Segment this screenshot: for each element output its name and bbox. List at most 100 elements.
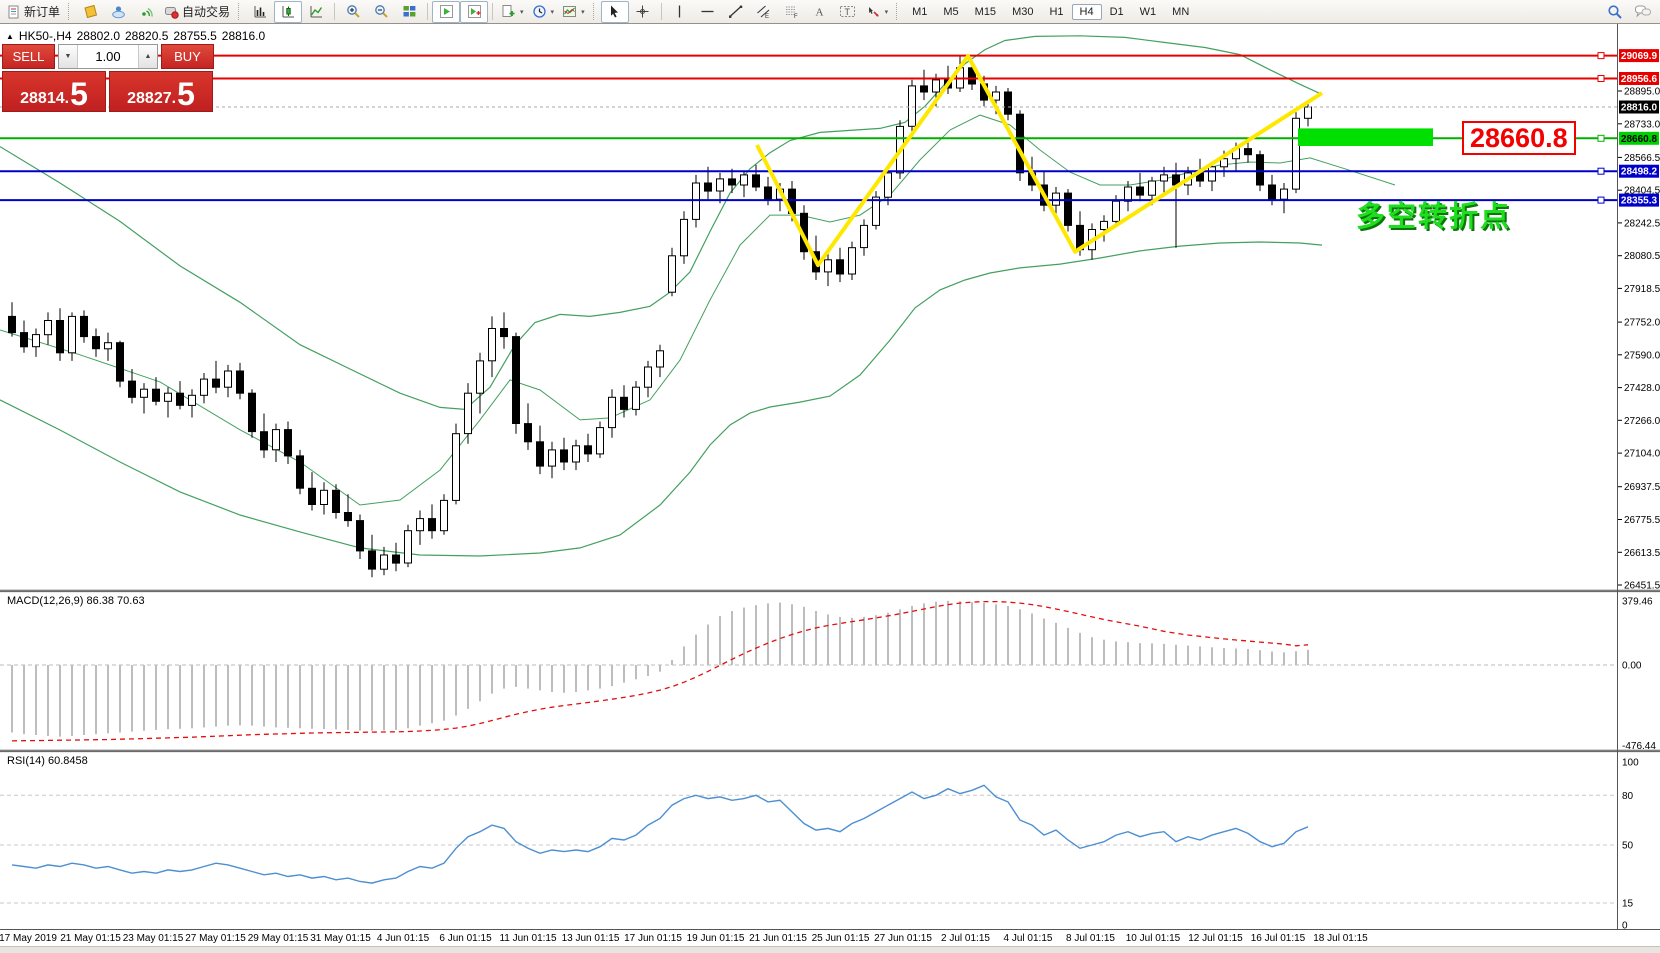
- history-center-button[interactable]: [76, 1, 104, 23]
- candle: [848, 247, 856, 275]
- sell-button[interactable]: SELL: [2, 44, 55, 69]
- indicators-button[interactable]: ▾: [558, 1, 589, 23]
- line-handle[interactable]: [1597, 196, 1605, 204]
- macd-bar: [587, 665, 589, 691]
- candle: [272, 429, 280, 451]
- chat-button[interactable]: [1629, 1, 1657, 23]
- timeframe-m1[interactable]: M1: [912, 5, 928, 18]
- time-axis[interactable]: 17 May 2019 21 May 01:15 23 May 01:15 27 Ma…: [0, 931, 1660, 946]
- timeframe-m30[interactable]: M30: [1012, 5, 1034, 18]
- candle: [728, 178, 736, 186]
- horizontal-line-icon: [700, 4, 715, 19]
- templates-button[interactable]: ▾: [497, 1, 528, 23]
- search-button[interactable]: [1601, 1, 1629, 23]
- price-callout-box[interactable]: 28660.8: [1462, 121, 1576, 155]
- line-handle[interactable]: [1597, 134, 1605, 142]
- macd-bar: [71, 665, 73, 736]
- cursor-button[interactable]: [600, 0, 629, 23]
- show-trade-history-button[interactable]: [460, 0, 489, 23]
- symbol-period-label: HK50-,H4: [18, 29, 72, 43]
- macd-bar: [947, 600, 949, 665]
- zoom-in-button[interactable]: [339, 1, 367, 23]
- publisher-button[interactable]: [104, 1, 132, 23]
- candle: [608, 396, 616, 429]
- collapse-trade-panel-icon[interactable]: ▲: [6, 31, 14, 41]
- macd-bar: [491, 665, 493, 694]
- macd-bar: [815, 611, 817, 665]
- candle: [296, 455, 304, 489]
- zoom-in-icon: [346, 4, 361, 19]
- ohlc-open: 28802.0: [76, 29, 120, 43]
- macd-bar: [359, 665, 361, 731]
- timeframe-h1[interactable]: H1: [1049, 5, 1064, 18]
- candle: [764, 186, 772, 200]
- candle: [320, 489, 328, 505]
- timeframe-mn[interactable]: MN: [1172, 5, 1190, 18]
- buy-button[interactable]: BUY: [161, 44, 214, 69]
- tile-windows-button[interactable]: [395, 1, 423, 23]
- candle: [236, 370, 244, 394]
- macd-bar: [851, 617, 853, 665]
- trendline-button[interactable]: [722, 1, 750, 23]
- zoom-out-button[interactable]: [367, 1, 395, 23]
- timeframe-h4[interactable]: H4: [1071, 3, 1102, 20]
- macd-bar: [1283, 652, 1285, 665]
- vertical-line-button[interactable]: [666, 1, 694, 23]
- sell-price-button[interactable]: 28814. 5: [2, 71, 106, 112]
- timeframe-d1[interactable]: D1: [1109, 5, 1124, 18]
- equidistant-channel-button[interactable]: E: [750, 1, 778, 23]
- crosshair-button[interactable]: [629, 1, 657, 23]
- candle: [176, 392, 184, 406]
- price-badge: [1619, 49, 1659, 63]
- bar-chart-button[interactable]: [246, 1, 274, 23]
- new-order-button[interactable]: 新订单: [3, 1, 64, 23]
- macd-bar: [59, 665, 61, 737]
- arrows-button[interactable]: ▾: [862, 1, 893, 23]
- volume-decrease-button[interactable]: ▼: [59, 45, 78, 68]
- time-axis-label: 11 Jun 01:15: [499, 933, 557, 944]
- candlestick-chart-button[interactable]: [274, 0, 303, 23]
- macd-bar: [743, 607, 745, 665]
- auto-trading-button[interactable]: 自动交易: [160, 1, 234, 23]
- macd-panel[interactable]: 379.46 0.00 -476.44: [0, 591, 1660, 751]
- text-label-button[interactable]: T: [834, 1, 862, 23]
- rsi-axis-label: 80: [1622, 791, 1634, 802]
- candle: [596, 427, 604, 455]
- price-chart-panel[interactable]: 28895.0 28733.0 28566.5 28404.5 28242.5 28080…: [0, 24, 1660, 591]
- macd-bar: [323, 665, 325, 730]
- horizontal-line-button[interactable]: [694, 1, 722, 23]
- rsi-panel[interactable]: 100 80 50 15 0: [0, 751, 1660, 931]
- text-button[interactable]: A: [806, 1, 834, 23]
- macd-bar: [803, 606, 805, 665]
- price-badge: [1619, 164, 1659, 178]
- line-handle[interactable]: [1597, 75, 1605, 82]
- timeframe-m5[interactable]: M5: [943, 5, 959, 18]
- zigzag-line[interactable]: [755, 54, 1324, 268]
- time-axis-label: 17 Jun 01:15: [624, 933, 682, 944]
- svg-text:F: F: [794, 14, 798, 19]
- macd-bar: [191, 665, 193, 729]
- volume-input[interactable]: 1.00: [95, 49, 121, 64]
- signals-button[interactable]: [132, 1, 160, 23]
- period-clock-button[interactable]: ▾: [528, 1, 559, 23]
- rsi-label: RSI(14) 60.8458: [7, 755, 88, 767]
- buy-price-button[interactable]: 28827. 5: [109, 71, 213, 112]
- time-axis-label: 10 Jul 01:15: [1125, 933, 1181, 944]
- fibonacci-button[interactable]: F: [778, 1, 806, 23]
- candle: [32, 334, 40, 348]
- time-axis-label: 12 Jul 01:15: [1188, 933, 1243, 944]
- candle: [1064, 192, 1072, 226]
- timeframe-m15[interactable]: M15: [974, 5, 997, 18]
- candle: [488, 328, 496, 362]
- timeframe-w1[interactable]: W1: [1139, 5, 1157, 18]
- show-trade-levels-button[interactable]: [432, 0, 461, 23]
- candle: [44, 320, 52, 336]
- highlight-zone[interactable]: [1298, 128, 1433, 146]
- volume-increase-button[interactable]: ▲: [138, 45, 157, 68]
- chinese-annotation[interactable]: 多空转折点: [1356, 201, 1512, 233]
- line-handle[interactable]: [1597, 52, 1605, 60]
- macd-bar: [35, 665, 37, 735]
- macd-bar: [1295, 651, 1297, 665]
- line-handle[interactable]: [1597, 167, 1605, 175]
- line-chart-button[interactable]: [302, 1, 330, 23]
